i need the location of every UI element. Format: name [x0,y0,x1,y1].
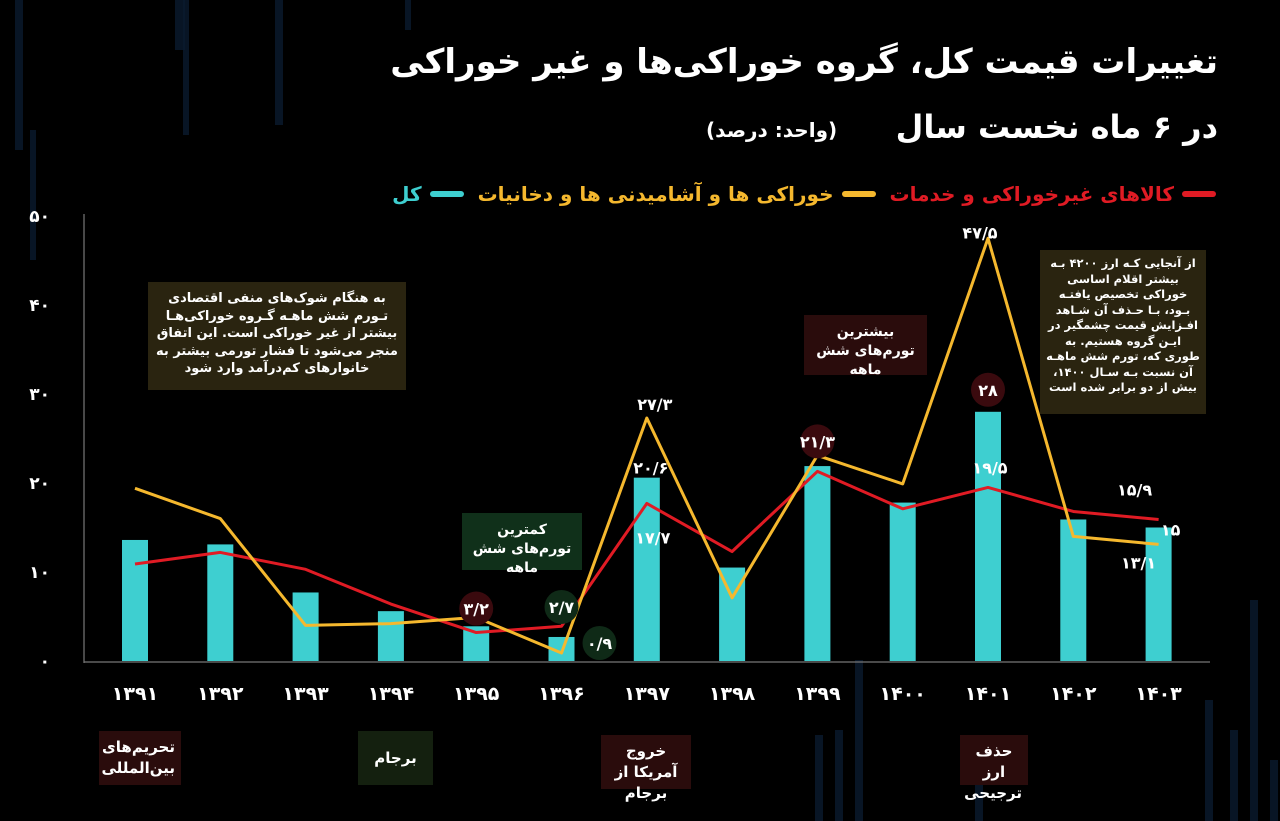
x-tick-label: ۱۳۹۵ [453,683,500,705]
legend-label-nonfood: کالاهای غیرخوراکی و خدمات [889,182,1174,206]
data-label: ۳/۲ [464,600,490,619]
annotation-highest: بیشترین تورم‌های شش ماهه [804,315,927,378]
bg-candle [1270,760,1278,821]
y-tick-label: ۱۰ [29,563,50,583]
data-label-badge [459,591,494,626]
data-label-badge [971,372,1005,407]
bar-total [975,411,1001,661]
data-label: ۲۱/۳ [800,432,835,451]
bg-candle [1230,730,1238,821]
data-label: ۱۷/۷ [635,528,670,547]
unit-label: (واحد: درصد) [706,118,838,142]
bg-candle [855,660,863,821]
legend: کالاهای غیرخوراکی و خدمات خوراکی ها و آش… [392,182,1216,206]
line-food [134,236,1159,655]
bg-candle [975,760,983,821]
legend-item-nonfood: کالاهای غیرخوراکی و خدمات [890,182,1216,206]
legend-swatch-nonfood [1182,191,1216,197]
bg-candle [405,0,411,30]
bar-total [122,539,148,661]
event-remove-preferential-rate: حذف ارز ترجیحی [960,735,1028,802]
x-tick-label: ۱۴۰۰ [880,683,926,705]
x-tick-label: ۱۳۹۲ [197,683,244,705]
y-tick-label: ۵۰ [29,207,50,227]
x-tick-label: ۱۳۹۸ [709,683,756,705]
bar-total [1060,519,1087,661]
data-label: ۱۵/۹ [1117,480,1152,499]
bg-candle [1205,700,1213,821]
x-tick-labels: ۱۳۹۱ ۱۳۹۲ ۱۳۹۳ ۱۳۹۴ ۱۳۹۵ ۱۳۹۶ ۱۳۹۷ ۱۳۹۸ ۱۳۹۹ ۱۴۰۰… [112,683,1182,705]
event-barjam: برجام [358,731,433,785]
bar-total [377,611,404,661]
data-label: ۲۸ [978,381,998,400]
series-lines [134,236,1159,655]
data-label: ۲/۷ [549,598,575,617]
annotation-lowest: کمترین تورم‌های شش ماهه [462,513,582,576]
bar-total [207,544,234,661]
legend-label-food: خوراکی ها و آشامیدنی ها و دخانیات [477,182,834,206]
data-label: ۲۰/۶ [633,459,668,478]
bar-total [1145,527,1172,661]
y-tick-labels: ۰ ۱۰ ۲۰ ۳۰ ۴۰ ۵۰ [29,207,50,672]
bg-candle [815,735,823,821]
data-label-badge [544,589,579,624]
bg-candle [1250,600,1258,821]
legend-label-total: کل [392,182,422,206]
data-label: ۲۷/۳ [637,395,672,414]
chart-title: تغییرات قیمت کل، گروه خوراکی‌ها و غیر خو… [390,42,1218,82]
bar-total [804,466,831,661]
x-tick-label: ۱۳۹۹ [794,683,841,705]
line-nonfood [134,469,1159,635]
annotation-left: به هنگام شوک‌های منفی اقتصادی تـورم شش م… [148,282,406,390]
x-tick-label: ۱۴۰۱ [965,683,1011,705]
data-label: ۴۷/۵ [962,223,997,242]
bg-candle [275,0,283,125]
data-label: ۰/۹ [587,634,613,653]
bg-candle [183,0,189,135]
data-label: ۱۳/۱ [1121,553,1156,572]
y-tick-label: ۰ [40,652,50,672]
x-tick-label: ۱۳۹۴ [368,683,414,705]
background-candles [15,0,1278,821]
annotation-right: از آنجایی کـه ارز ۴۲۰۰ بـه بیشتر اقلام ا… [1040,250,1206,414]
x-tick-label: ۱۴۰۲ [1050,683,1097,705]
y-tick-label: ۴۰ [29,296,50,316]
x-tick-label: ۱۴۰۳ [1135,683,1182,705]
legend-swatch-food [841,191,876,197]
data-labels: ۳/۲ ۲/۷ ۰/۹ ۲۷/۳ ۲۰/۶ ۱۷/۷ ۲۱/۳ ۴۷/۵ ۲۸ ۱۹/۵ ۱۵/۹ ۱… [459,223,1181,660]
bg-candle [835,730,843,821]
data-label: ۱۹/۵ [972,458,1007,477]
bg-candle [30,130,36,260]
x-tick-label: ۱۳۹۷ [624,683,671,705]
data-label-badge [800,424,835,459]
data-label-badge [582,625,617,660]
data-label: ۱۵ [1161,521,1181,540]
y-tick-label: ۲۰ [29,474,50,494]
event-us-withdrawal: خروج آمریکا از برجام [601,735,691,802]
legend-swatch-total [429,191,464,197]
bg-candle [15,0,23,150]
axes [83,214,1210,663]
x-tick-label: ۱۳۹۱ [112,683,158,705]
bg-candle [175,0,185,50]
legend-item-total: کل [392,182,464,206]
bars-total [122,411,1172,661]
x-tick-label: ۱۳۹۳ [282,683,329,705]
event-sanctions: تحریم‌های بین‌المللی [99,731,181,785]
x-tick-label: ۱۳۹۶ [538,683,584,705]
legend-item-food: خوراکی ها و آشامیدنی ها و دخانیات [478,182,876,206]
chart-subtitle: در ۶ ماه نخست سال [895,108,1218,146]
y-tick-label: ۳۰ [29,385,50,405]
bar-total [889,502,916,661]
